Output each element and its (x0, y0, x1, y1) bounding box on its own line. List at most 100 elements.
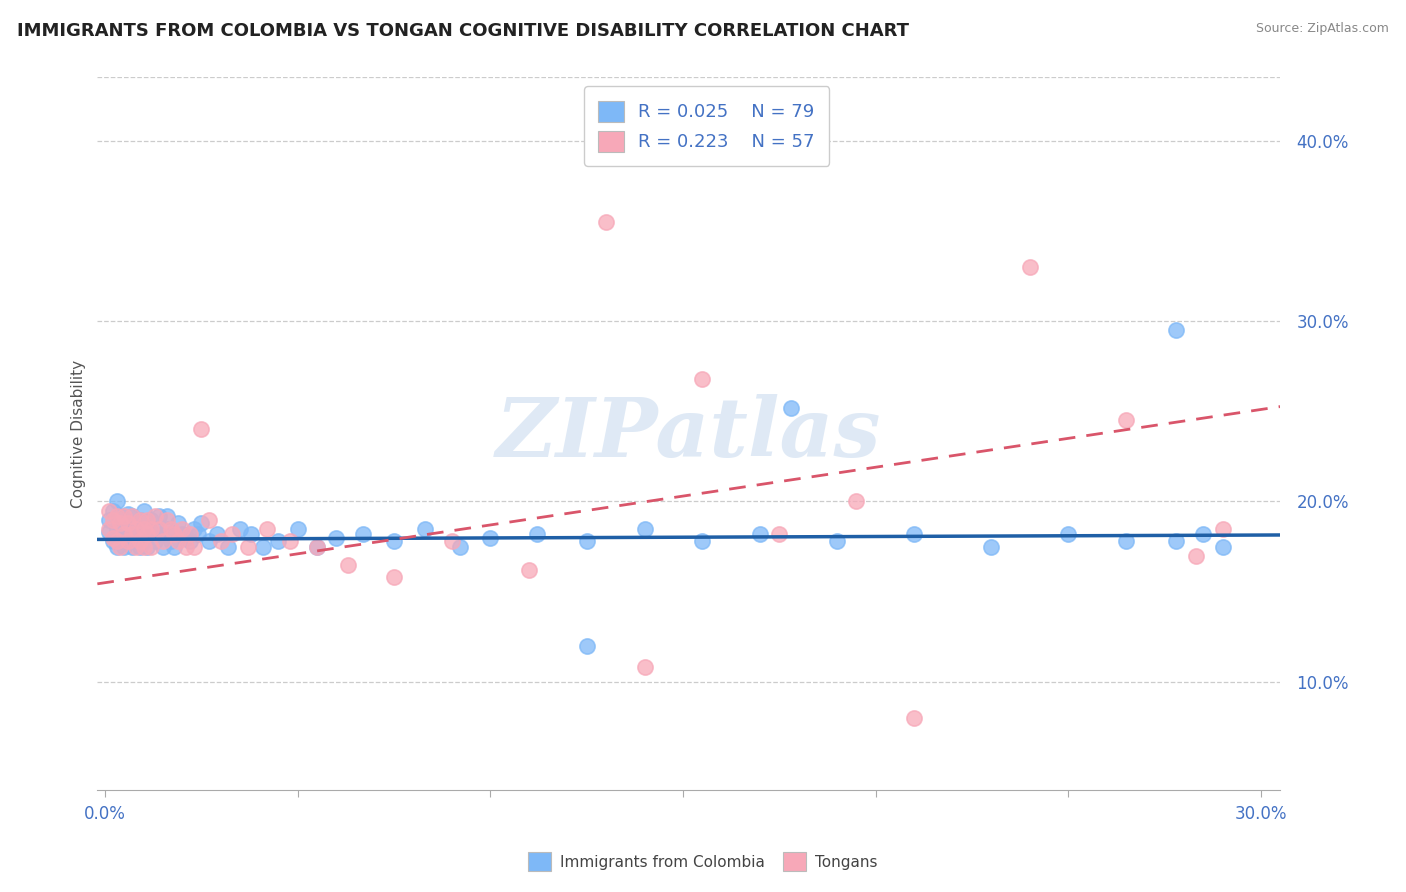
Point (305, 540, 328, 554)
Point (152, 540, 174, 554)
Point (141, 512, 163, 526)
Point (575, 534, 598, 549)
Point (205, 527, 228, 541)
Point (179, 527, 201, 541)
Text: Source: ZipAtlas.com: Source: ZipAtlas.com (1256, 22, 1389, 36)
Point (172, 522, 194, 536)
Point (125, 522, 148, 536)
Point (112, 527, 135, 541)
Point (156, 522, 179, 536)
Point (217, 540, 239, 554)
Point (121, 540, 143, 554)
Text: IMMIGRANTS FROM COLOMBIA VS TONGAN COGNITIVE DISABILITY CORRELATION CHART: IMMIGRANTS FROM COLOMBIA VS TONGAN COGNI… (17, 22, 908, 40)
Point (97, 512, 120, 526)
Point (1166, 323, 1188, 337)
Y-axis label: Cognitive Disability: Cognitive Disability (72, 359, 86, 508)
Point (252, 540, 274, 554)
Point (287, 522, 309, 536)
Point (143, 534, 166, 549)
Point (121, 508, 143, 523)
Point (1192, 527, 1215, 541)
Point (121, 527, 143, 541)
Point (110, 516, 132, 530)
Point (209, 534, 232, 549)
Point (143, 508, 166, 523)
Point (105, 522, 128, 536)
Point (101, 534, 124, 549)
Point (128, 512, 150, 526)
Point (132, 516, 155, 530)
Point (382, 570, 405, 584)
Point (413, 522, 436, 536)
Point (1184, 549, 1206, 563)
Point (382, 534, 405, 549)
Point (179, 534, 201, 549)
Point (575, 639, 598, 653)
Point (256, 522, 278, 536)
Point (903, 711, 925, 725)
Point (236, 540, 259, 554)
Point (221, 527, 243, 541)
Point (633, 522, 655, 536)
Point (117, 534, 139, 549)
Point (117, 507, 139, 521)
Point (305, 540, 328, 554)
Point (159, 534, 181, 549)
Point (97, 503, 120, 517)
Point (117, 516, 139, 530)
Point (903, 527, 925, 541)
Point (267, 534, 290, 549)
Point (132, 503, 155, 517)
Legend: Immigrants from Colombia, Tongans: Immigrants from Colombia, Tongans (522, 847, 884, 877)
Point (110, 525, 132, 540)
Point (125, 522, 148, 536)
Point (198, 534, 221, 549)
Point (141, 522, 163, 536)
Point (110, 534, 132, 549)
Point (183, 522, 205, 536)
Point (159, 522, 181, 536)
Point (1018, 260, 1040, 274)
Point (128, 525, 150, 540)
Point (186, 527, 208, 541)
Point (595, 215, 617, 229)
Point (229, 522, 252, 536)
Point (440, 534, 463, 549)
Point (1212, 540, 1234, 554)
Point (167, 534, 190, 549)
Point (1212, 522, 1234, 536)
Point (136, 527, 159, 541)
Point (156, 508, 179, 523)
Point (336, 558, 359, 572)
Point (749, 527, 772, 541)
Point (479, 531, 502, 545)
Point (117, 516, 139, 530)
Point (692, 534, 714, 549)
Point (1166, 534, 1188, 549)
Point (163, 527, 186, 541)
Point (105, 540, 128, 554)
Point (190, 516, 212, 530)
Point (141, 540, 163, 554)
Point (352, 527, 374, 541)
Point (125, 534, 148, 549)
Point (1115, 413, 1137, 427)
Point (1057, 527, 1080, 541)
Point (174, 540, 197, 554)
Point (278, 534, 301, 549)
Point (105, 534, 128, 549)
Point (780, 401, 803, 415)
Point (167, 516, 190, 530)
Point (132, 540, 155, 554)
Point (136, 540, 159, 554)
Legend: R = 0.025    N = 79, R = 0.223    N = 57: R = 0.025 N = 79, R = 0.223 N = 57 (583, 87, 830, 166)
Point (174, 531, 197, 545)
Point (141, 525, 163, 540)
Point (128, 540, 150, 554)
Point (101, 512, 124, 526)
Point (825, 534, 848, 549)
Point (183, 540, 205, 554)
Point (692, 372, 714, 386)
Point (136, 527, 159, 541)
Point (101, 503, 124, 517)
